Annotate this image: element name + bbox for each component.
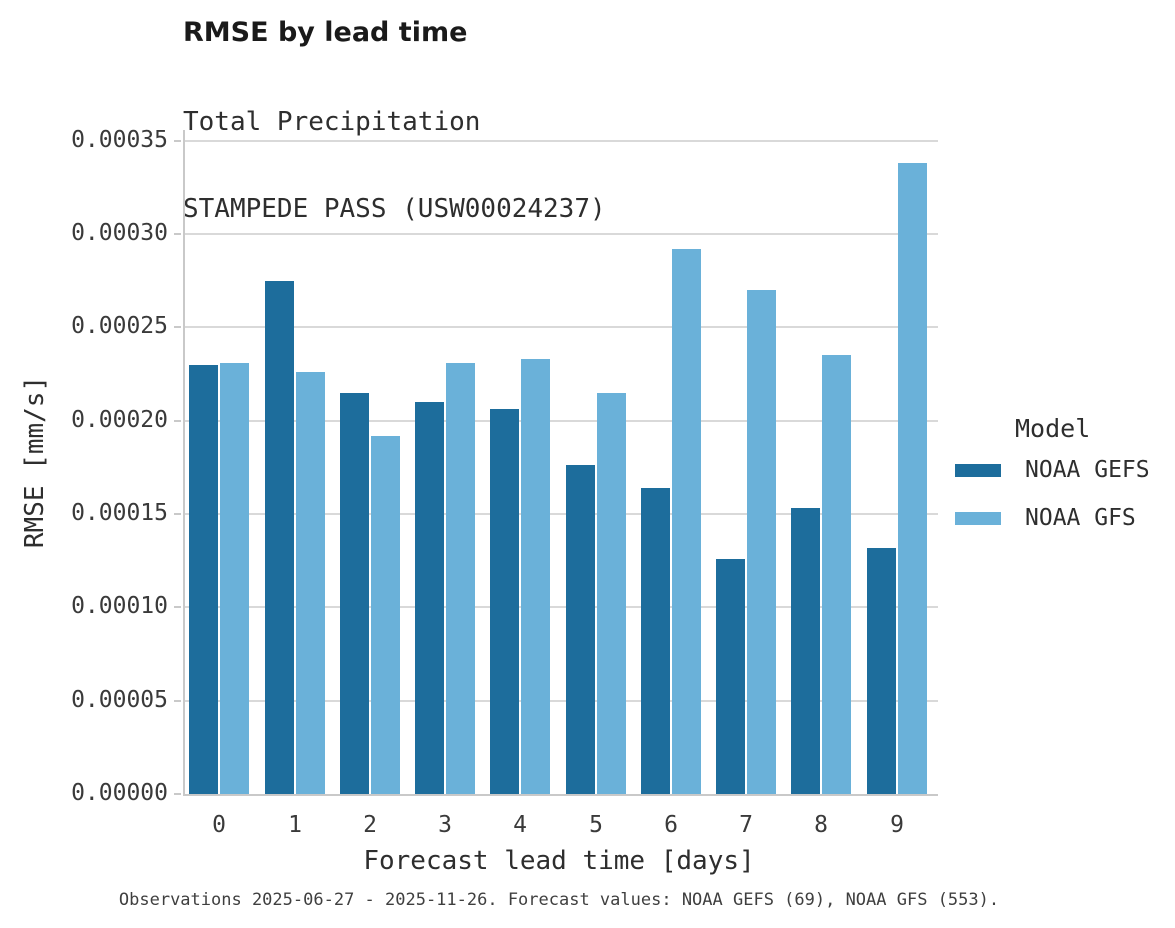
- gridline-0.00025: [185, 326, 938, 329]
- y-tick-label: 0.00015: [71, 500, 168, 526]
- bar-noaa-gfs-day-8: [822, 355, 851, 794]
- legend-title: Model: [1015, 414, 1091, 443]
- chart-subtitle-station: STAMPEDE PASS (USW00024237): [183, 194, 606, 224]
- bar-noaa-gefs-day-3: [415, 402, 444, 794]
- bar-noaa-gefs-day-6: [641, 488, 670, 794]
- bar-noaa-gefs-day-8: [791, 508, 820, 794]
- x-axis-title: Forecast lead time [days]: [363, 846, 755, 876]
- bar-noaa-gfs-day-7: [747, 290, 776, 794]
- x-tick-label-5: 5: [589, 812, 603, 838]
- bar-noaa-gefs-day-7: [716, 559, 745, 794]
- gridline-0.00005: [185, 699, 938, 702]
- x-tick-label-3: 3: [438, 812, 452, 838]
- x-tick-label-1: 1: [288, 812, 302, 838]
- x-tick-label-8: 8: [814, 812, 828, 838]
- legend-swatch-gfs-icon: [955, 511, 1001, 525]
- bar-noaa-gfs-day-9: [898, 163, 927, 794]
- chart-subtitle-variable: Total Precipitation: [183, 107, 481, 137]
- bar-noaa-gfs-day-2: [371, 436, 400, 794]
- y-tick-mark: [174, 326, 181, 329]
- bar-noaa-gefs-day-5: [566, 465, 595, 794]
- bar-noaa-gfs-day-0: [220, 363, 249, 794]
- gridline-0.00020: [185, 419, 938, 422]
- y-tick-mark: [174, 419, 181, 422]
- y-tick-mark: [174, 233, 181, 236]
- y-tick-mark: [174, 139, 181, 142]
- bar-noaa-gefs-day-9: [867, 548, 896, 794]
- x-tick-label-4: 4: [513, 812, 527, 838]
- y-tick-mark: [174, 513, 181, 515]
- bar-noaa-gfs-day-6: [672, 249, 701, 794]
- bar-noaa-gefs-day-1: [265, 281, 294, 794]
- chart-title: RMSE by lead time: [183, 17, 468, 48]
- chart-caption: Observations 2025-06-27 - 2025-11-26. Fo…: [118, 890, 1000, 910]
- legend-swatch-gefs-icon: [955, 463, 1001, 477]
- bar-noaa-gfs-day-1: [296, 372, 325, 794]
- legend-label-gfs: NOAA GFS: [1025, 505, 1136, 531]
- y-tick-label: 0.00020: [71, 406, 168, 433]
- plot-area: [183, 130, 938, 796]
- x-tick-label-6: 6: [664, 812, 678, 838]
- x-tick-label-9: 9: [890, 812, 904, 838]
- bar-noaa-gfs-day-3: [446, 363, 475, 794]
- gridline-0.00035: [185, 139, 938, 142]
- x-tick-label-2: 2: [363, 812, 377, 838]
- y-tick-label: 0.00030: [71, 220, 168, 247]
- bar-noaa-gefs-day-0: [189, 365, 218, 794]
- y-tick-label: 0.00010: [71, 593, 168, 620]
- y-tick-mark: [174, 606, 181, 609]
- y-tick-label: 0.00035: [71, 126, 168, 153]
- y-tick-mark: [174, 793, 181, 795]
- legend-label-gefs: NOAA GEFS: [1025, 457, 1150, 483]
- legend-entry-gfs: NOAA GFS: [955, 505, 1150, 531]
- chart-subtitle: Total Precipitation STAMPEDE PASS (USW00…: [183, 50, 606, 282]
- y-tick-label: 0.00000: [71, 780, 168, 806]
- bar-noaa-gfs-day-4: [521, 359, 550, 794]
- x-tick-label-0: 0: [212, 812, 226, 838]
- y-tick-mark: [174, 699, 181, 702]
- gridline-0.00015: [185, 513, 938, 515]
- y-tick-label: 0.00025: [71, 313, 168, 340]
- bar-noaa-gfs-day-5: [597, 393, 626, 794]
- bar-noaa-gefs-day-4: [490, 409, 519, 794]
- legend-entry-gefs: NOAA GEFS: [955, 457, 1150, 483]
- y-tick-label: 0.00005: [71, 686, 168, 713]
- gridline-0.00030: [185, 233, 938, 236]
- bar-noaa-gefs-day-2: [340, 393, 369, 794]
- legend: Model NOAA GEFS NOAA GFS: [955, 414, 1150, 553]
- gridline-0.00010: [185, 606, 938, 609]
- x-tick-label-7: 7: [739, 812, 753, 838]
